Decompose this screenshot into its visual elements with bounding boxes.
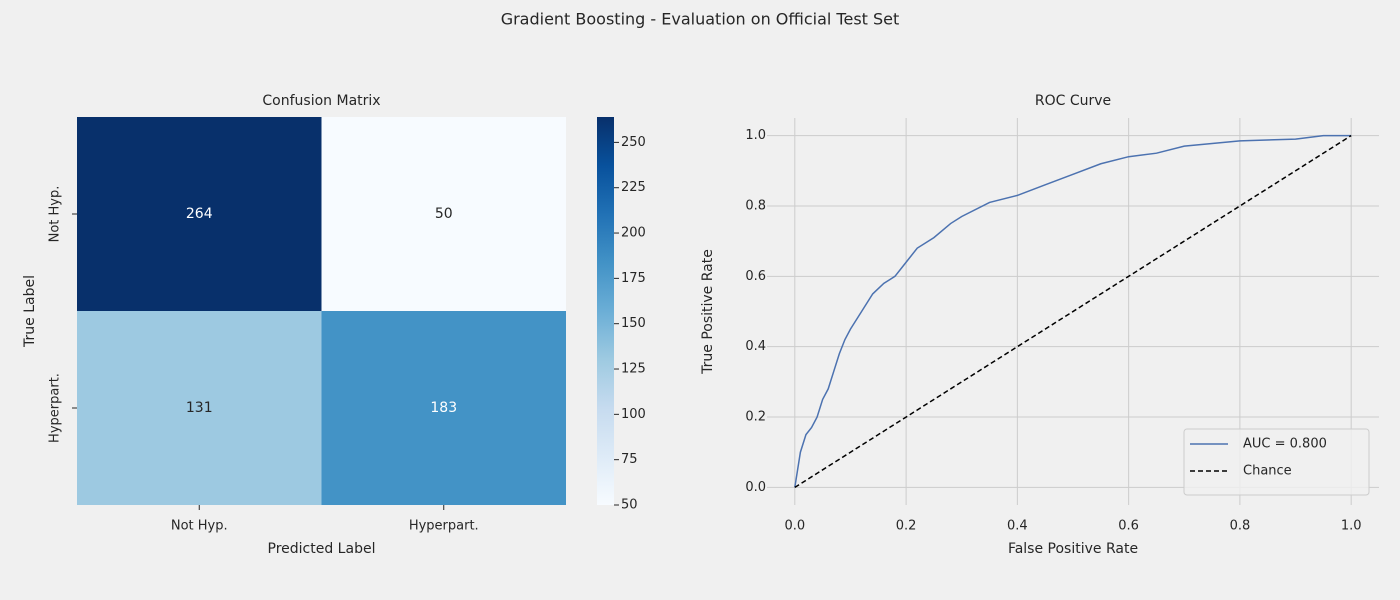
- heatmap-cell: [321, 311, 566, 505]
- colorbar-tick-label: 250: [621, 135, 646, 150]
- x-tick-label: 0.8: [1230, 519, 1251, 534]
- y-tick-label: 0.4: [745, 339, 766, 354]
- y-axis-label: True Label: [22, 275, 38, 348]
- heatmap-cell: [77, 311, 322, 505]
- colorbar-tick-label: 100: [621, 407, 646, 422]
- x-tick-label: 0.0: [784, 519, 805, 534]
- heatmap-cell: [321, 117, 566, 311]
- roc-line: [794, 134, 1352, 488]
- y-tick-label: 0.8: [745, 198, 766, 213]
- colorbar-tick-label: 150: [621, 316, 646, 331]
- y-tick-label: 0.6: [745, 269, 766, 284]
- figure-title: Gradient Boosting - Evaluation on Offici…: [501, 10, 900, 29]
- y-tick-label: 0.2: [745, 410, 766, 425]
- x-tick-label: Not Hyp.: [171, 519, 228, 534]
- y-tick-label: 0.0: [745, 480, 766, 495]
- y-tick-label: Hyperpart.: [48, 373, 63, 443]
- colorbar: [597, 117, 614, 505]
- colorbar-tick-label: 50: [621, 498, 638, 513]
- cell-label: 183: [430, 400, 457, 416]
- heatmap-cell: [77, 117, 322, 311]
- colorbar-tick-label: 125: [621, 362, 646, 377]
- x-tick-label: 0.4: [1007, 519, 1028, 534]
- legend-label: AUC = 0.800: [1243, 437, 1327, 452]
- y-tick-label: 1.0: [745, 128, 766, 143]
- roc-line: [794, 134, 1352, 489]
- y-axis-label: True Positive Rate: [700, 249, 716, 375]
- chart-title: ROC Curve: [1035, 93, 1111, 109]
- legend: [1183, 428, 1370, 496]
- chart-title: Confusion Matrix: [262, 93, 380, 109]
- legend-label: Chance: [1243, 464, 1292, 479]
- x-tick-label: Hyperpart.: [409, 519, 479, 534]
- x-axis-label: Predicted Label: [268, 541, 376, 557]
- x-axis-label: False Positive Rate: [1008, 541, 1138, 557]
- cell-label: 131: [186, 400, 213, 416]
- colorbar-tick-label: 225: [621, 180, 646, 195]
- cell-label: 264: [186, 206, 213, 222]
- x-tick-label: 0.6: [1118, 519, 1139, 534]
- x-tick-label: 1.0: [1341, 519, 1362, 534]
- colorbar-tick-label: 75: [621, 452, 638, 467]
- colorbar-tick-label: 200: [621, 226, 646, 241]
- y-tick-label: Not Hyp.: [48, 186, 63, 243]
- cell-label: 50: [435, 206, 453, 222]
- colorbar-tick-label: 175: [621, 271, 646, 286]
- x-tick-label: 0.2: [896, 519, 917, 534]
